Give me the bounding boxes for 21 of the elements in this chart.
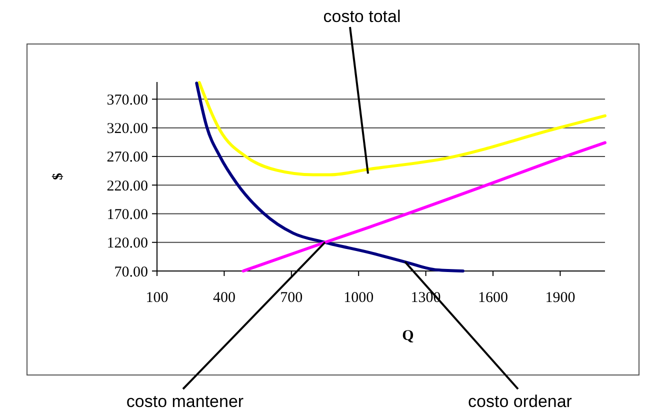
line-series [242, 141, 606, 272]
x-axis-title: Q [402, 328, 414, 344]
y-tick-label: 220.00 [106, 178, 148, 194]
annotation: costo mantener [126, 392, 244, 411]
y-tick-label: 120.00 [106, 236, 148, 252]
annotation: costo ordenar [468, 392, 572, 411]
y-tick-label: 320.00 [106, 121, 148, 138]
x-tick-label: 1600 [478, 290, 508, 306]
y-tick-label: 370.00 [106, 92, 148, 108]
y-tick-label: 170.00 [106, 206, 148, 223]
x-tick-label: 400 [212, 290, 236, 306]
line-series [198, 81, 606, 176]
y-tick-label: 270.00 [106, 150, 148, 166]
annotation: costo total [323, 7, 401, 26]
x-tick-label: 1000 [344, 290, 374, 306]
x-tick-label: 700 [280, 290, 303, 306]
y-axis-title: $ [51, 173, 66, 180]
x-tick-label: 100 [146, 290, 168, 306]
y-tick-label: 70.00 [114, 264, 148, 280]
line-series [195, 82, 464, 272]
x-tick-label: 1900 [545, 290, 576, 306]
